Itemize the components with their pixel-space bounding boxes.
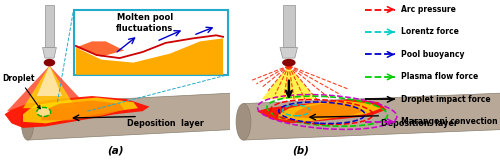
Circle shape	[44, 59, 55, 66]
Ellipse shape	[236, 104, 251, 140]
Polygon shape	[262, 66, 316, 99]
Text: Pool buoyancy: Pool buoyancy	[402, 50, 465, 59]
Polygon shape	[278, 101, 381, 122]
Polygon shape	[257, 99, 386, 123]
Polygon shape	[4, 96, 150, 128]
Text: Plasma flow force: Plasma flow force	[402, 72, 478, 81]
Polygon shape	[37, 66, 62, 96]
Polygon shape	[28, 93, 234, 140]
Text: (a): (a)	[107, 145, 123, 155]
Polygon shape	[282, 5, 295, 48]
Polygon shape	[76, 38, 223, 75]
Polygon shape	[244, 93, 500, 140]
Polygon shape	[280, 48, 297, 58]
Circle shape	[282, 59, 296, 66]
Text: Droplet: Droplet	[2, 74, 40, 109]
Polygon shape	[7, 66, 92, 111]
Text: Marangoni convection: Marangoni convection	[402, 117, 498, 126]
Polygon shape	[23, 98, 138, 123]
Ellipse shape	[22, 104, 34, 140]
Polygon shape	[42, 48, 56, 58]
Circle shape	[37, 107, 51, 116]
Polygon shape	[42, 101, 124, 120]
Text: Arc pressure: Arc pressure	[402, 5, 456, 14]
Polygon shape	[45, 5, 54, 48]
Text: Deposition  layer: Deposition layer	[127, 119, 204, 128]
FancyBboxPatch shape	[74, 10, 228, 75]
Text: Lorentz force: Lorentz force	[402, 27, 460, 36]
Polygon shape	[76, 41, 124, 57]
Text: Droplet impact force: Droplet impact force	[402, 95, 491, 104]
Text: (b): (b)	[292, 145, 308, 155]
Polygon shape	[295, 102, 365, 119]
Text: Molten pool
fluctuations: Molten pool fluctuations	[116, 14, 173, 33]
Text: Deposition  layer: Deposition layer	[380, 119, 458, 128]
Polygon shape	[23, 66, 76, 108]
